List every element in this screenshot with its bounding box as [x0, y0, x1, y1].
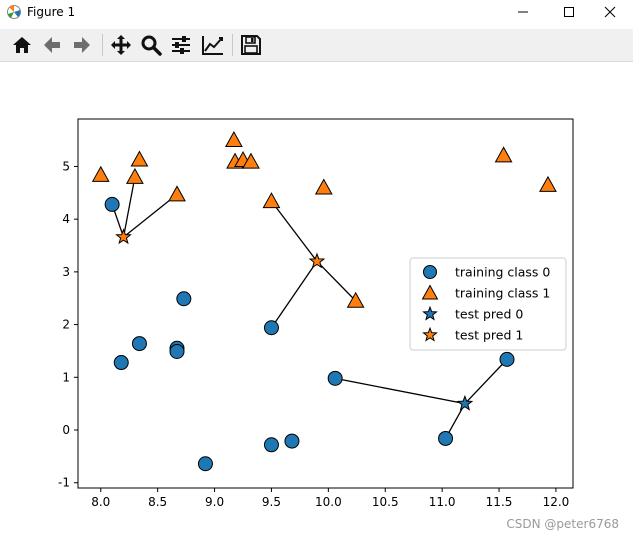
figure-canvas[interactable]: 8.0 8.5 9.0 9.5 10.0 10.5 11.0 11.5 12.0 -1 0 1 2 3 4 5… — [0, 62, 633, 540]
minimize-icon — [518, 11, 528, 13]
forward-button[interactable] — [69, 32, 95, 58]
home-icon — [13, 37, 31, 53]
test-pred-0-point — [456, 394, 474, 411]
maximize-icon — [564, 7, 574, 17]
minimize-button[interactable] — [500, 0, 546, 24]
window-titlebar: Figure 1 — [0, 0, 633, 28]
class1-point — [494, 146, 513, 163]
scatter-chart: 8.0 8.5 9.0 9.5 10.0 10.5 11.0 11.5 12.0 -1 0 1 2 3 4 5… — [58, 118, 574, 509]
subplots-config-button[interactable] — [168, 32, 194, 58]
y-tick-label: 2 — [62, 318, 70, 332]
neighbor-line — [123, 193, 178, 238]
class1-point — [262, 192, 281, 209]
y-tick-label: 5 — [62, 159, 70, 173]
class0-point — [197, 456, 213, 472]
class1-point — [242, 152, 260, 169]
class0-point — [263, 437, 279, 453]
class0-point — [263, 320, 279, 336]
class0-point — [176, 291, 192, 307]
axes-frame — [77, 118, 574, 489]
class1-point — [168, 185, 186, 202]
maximize-button[interactable] — [546, 0, 592, 24]
matplotlib-logo-icon — [7, 5, 21, 19]
toolbar-separator — [102, 34, 103, 56]
legend-label: training class 0 — [455, 265, 550, 280]
x-tick-label: 8.5 — [148, 495, 167, 509]
edit-axes-button[interactable] — [200, 32, 226, 58]
legend-label: test pred 1 — [455, 328, 523, 343]
neighbor-line — [316, 260, 357, 302]
subplots-config-icon — [172, 36, 190, 54]
y-tick-label: 1 — [62, 370, 70, 384]
save-button[interactable] — [238, 32, 264, 58]
pan-icon — [111, 35, 131, 55]
neighbor-line — [270, 260, 318, 329]
y-tick-label: 3 — [62, 265, 70, 279]
legend-label: test pred 0 — [455, 307, 523, 322]
neighbor-line — [335, 377, 466, 405]
class0-point — [284, 433, 300, 449]
test-pred-1-point — [115, 228, 132, 245]
zoom-icon — [141, 35, 162, 56]
legend-box — [409, 257, 567, 351]
class1-point — [125, 167, 144, 184]
close-icon — [604, 6, 616, 18]
class1-point — [91, 165, 110, 182]
legend-marker — [423, 265, 437, 279]
x-tick-label: 10.5 — [372, 495, 399, 509]
x-tick-label: 9.5 — [262, 495, 281, 509]
class0-point — [327, 370, 343, 386]
class1-point — [539, 175, 557, 192]
x-tick-label: 9.0 — [205, 495, 224, 509]
home-button[interactable] — [9, 32, 35, 58]
zoom-button[interactable] — [138, 32, 164, 58]
back-arrow-icon — [44, 37, 60, 53]
class1-point — [346, 291, 365, 308]
legend-marker — [422, 305, 438, 321]
neighbor-line — [270, 200, 318, 262]
y-tick-label: 0 — [62, 423, 70, 437]
watermark-text: CSDN @peter6768 — [506, 517, 619, 531]
back-button[interactable] — [39, 32, 65, 58]
toolbar-separator — [232, 34, 233, 56]
forward-arrow-icon — [74, 37, 90, 53]
x-tick-label: 11.5 — [486, 495, 513, 509]
class1-point — [224, 131, 243, 148]
save-icon — [241, 35, 261, 55]
window-title: Figure 1 — [27, 5, 76, 19]
x-tick-label: 11.0 — [429, 495, 456, 509]
class0-point — [499, 351, 515, 367]
class0-point — [131, 336, 147, 352]
navigation-toolbar — [0, 29, 633, 62]
legend-label: training class 1 — [455, 286, 550, 301]
y-tick-label: -1 — [58, 476, 70, 490]
legend-marker — [421, 284, 439, 300]
neighbor-line — [464, 358, 508, 405]
class0-point — [438, 430, 454, 446]
class1-point — [130, 150, 149, 167]
edit-axes-icon — [202, 36, 223, 55]
close-button[interactable] — [587, 0, 633, 24]
class1-point — [314, 178, 333, 195]
pan-button[interactable] — [108, 32, 134, 58]
x-tick-label: 8.0 — [91, 495, 110, 509]
y-tick-label: 4 — [62, 212, 70, 226]
test-pred-1-point — [308, 252, 326, 269]
class0-point — [169, 343, 185, 359]
class0-point — [104, 196, 120, 212]
class0-point — [113, 355, 129, 371]
x-tick-label: 12.0 — [543, 495, 570, 509]
x-tick-label: 10.0 — [315, 495, 342, 509]
neighbor-line — [122, 176, 136, 238]
legend-marker — [422, 326, 438, 342]
